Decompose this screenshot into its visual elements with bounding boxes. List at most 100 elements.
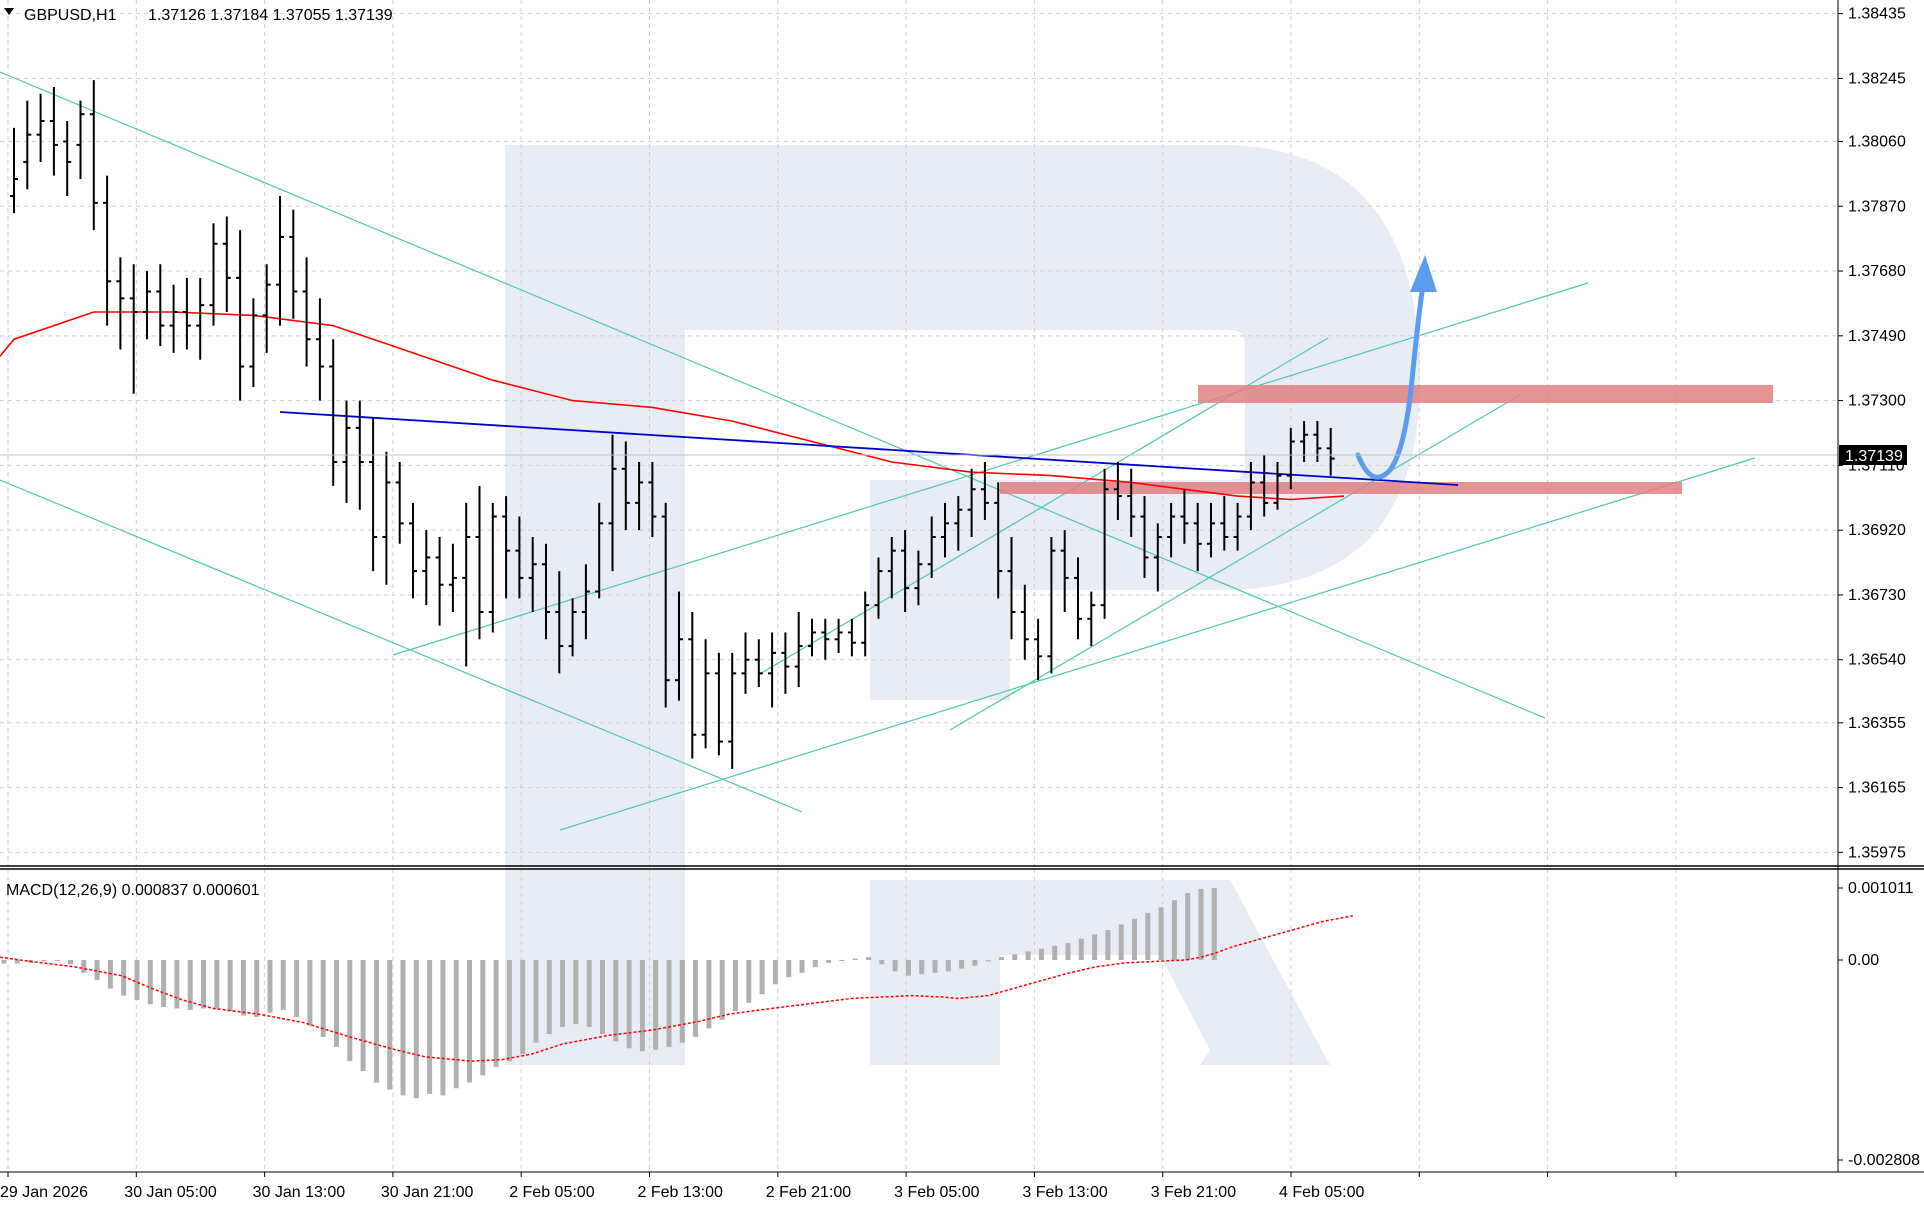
ohlc-bar (847, 618, 856, 657)
macd-hist-bar (546, 960, 552, 1035)
time-tick-label: 4 Feb 05:00 (1279, 1184, 1365, 1201)
ohlc-bar (954, 496, 963, 551)
macd-hist-bar (413, 960, 419, 1099)
ohlc-bar (568, 598, 577, 657)
macd-hist-bar (201, 960, 206, 1009)
ohlc-bar (528, 536, 537, 612)
ohlc-bar (289, 209, 298, 319)
macd-hist-bar (533, 960, 539, 1043)
dropdown-triangle-icon[interactable] (4, 8, 14, 15)
ohlc-bar (781, 632, 790, 694)
macd-hist-bar (227, 960, 233, 1012)
ohlc-bar (116, 257, 125, 350)
macd-hist-bar (174, 960, 180, 1009)
ohlc-bar (515, 516, 524, 599)
uptrend-line-3 (949, 394, 1521, 731)
macd-hist-bar (772, 960, 778, 985)
ohlc-bar (488, 502, 497, 633)
ohlc-bar (1193, 502, 1202, 572)
ohlc-bar (661, 502, 670, 708)
macd-hist-bar (892, 960, 898, 972)
macd-hist-bar (440, 960, 446, 1096)
ohlc-bar (262, 264, 271, 353)
price-tick-label: 1.36730 (1848, 587, 1906, 604)
ohlc-bar (129, 264, 138, 394)
ohlc-bar (422, 530, 431, 606)
price-axis: 1.38435 1.38245 1.38060 1.37870 1.37680 1.374… (1838, 6, 1906, 861)
macd-hist-bar (639, 960, 645, 1052)
macd-hist-bar (972, 960, 978, 966)
macd-hist-bar (733, 960, 738, 1012)
macd-hist-bar (1185, 893, 1191, 961)
macd-hist-bar (839, 960, 845, 962)
macd-hist-bar (666, 960, 672, 1047)
macd-hist-bar (985, 960, 991, 962)
downtrend-line-lower (0, 479, 803, 813)
macd-hist-bar (600, 960, 605, 1035)
ohlc-bar (395, 461, 404, 544)
macd-hist-bar (506, 960, 512, 1062)
ohlc-bar (103, 175, 112, 326)
macd-tick-label: 0.001011 (1848, 880, 1914, 897)
ohlc-bar (209, 223, 218, 326)
ohlc-bar (36, 93, 45, 162)
time-tick-label: 30 Jan 05:00 (124, 1184, 217, 1201)
macd-hist-bar (1158, 907, 1164, 961)
ohlc-bar (1047, 536, 1056, 674)
macd-hist-bar (852, 958, 858, 961)
ohlc-bar (302, 257, 311, 367)
macd-hist-bar (41, 960, 47, 962)
macd-hist-bar (1, 960, 7, 964)
ohlc-bar (994, 482, 1003, 599)
macd-hist-bar (94, 960, 100, 980)
macd-hist-bar (1105, 930, 1111, 961)
macd-hist-bar (121, 960, 127, 996)
current-price-value: 1.37139 (1845, 448, 1903, 465)
ohlc-bar (462, 502, 471, 667)
ohlc-bar (222, 216, 231, 312)
ohlc-bar (861, 591, 870, 657)
ohlc-bar (714, 652, 723, 756)
ohlc-bar (1153, 523, 1162, 592)
macd-hist-bar (999, 957, 1004, 961)
macd-hist-bar (387, 960, 393, 1090)
macd-hist-bar (254, 960, 260, 1017)
macd-hist-bar (307, 960, 313, 1026)
ohlc-bar (701, 639, 710, 749)
macd-hist-bar (786, 960, 792, 978)
ohlc-bar (1207, 502, 1215, 558)
ohlc-bar (874, 557, 883, 619)
macd-hist-bar (746, 960, 752, 1003)
ohlc-bar (63, 121, 72, 197)
macd-hist-bar (613, 960, 619, 1042)
chart-header: GBPUSD,H1 1.37126 1.37184 1.37055 1.3713… (4, 7, 393, 24)
macd-hist-bar (826, 960, 832, 963)
ohlc-bar (315, 298, 324, 401)
macd-hist-bar (54, 960, 60, 962)
macd-grid (7, 869, 1677, 1172)
ohlc-bar (1100, 468, 1109, 619)
ohlc-bar (1273, 461, 1282, 510)
macd-hist-bar (360, 960, 366, 1072)
macd-hist-bar (1012, 954, 1018, 961)
ohlc-bar (688, 611, 697, 759)
ohlc-bar (635, 461, 644, 531)
ohlc-bar (276, 196, 284, 326)
macd-hist-bar (959, 960, 965, 969)
macd-hist-bar (493, 960, 499, 1067)
macd-hist-bar (799, 960, 805, 973)
ohlc-bar (728, 652, 737, 769)
macd-hist-bar (134, 960, 140, 1000)
macd-hist-bar (945, 960, 951, 972)
ohlc-bar (76, 100, 85, 179)
time-tick-label: 2 Feb 05:00 (509, 1184, 595, 1201)
macd-hist-bar (81, 960, 87, 973)
macd-hist-bar (373, 960, 379, 1083)
ohlc-bar (555, 571, 564, 674)
time-tick-label: 2 Feb 13:00 (638, 1184, 724, 1201)
ohlc-bar (10, 127, 18, 214)
price-tick-label: 1.37680 (1848, 263, 1906, 280)
ohlc-bar (1246, 461, 1255, 531)
macd-hist-bar (467, 960, 472, 1083)
